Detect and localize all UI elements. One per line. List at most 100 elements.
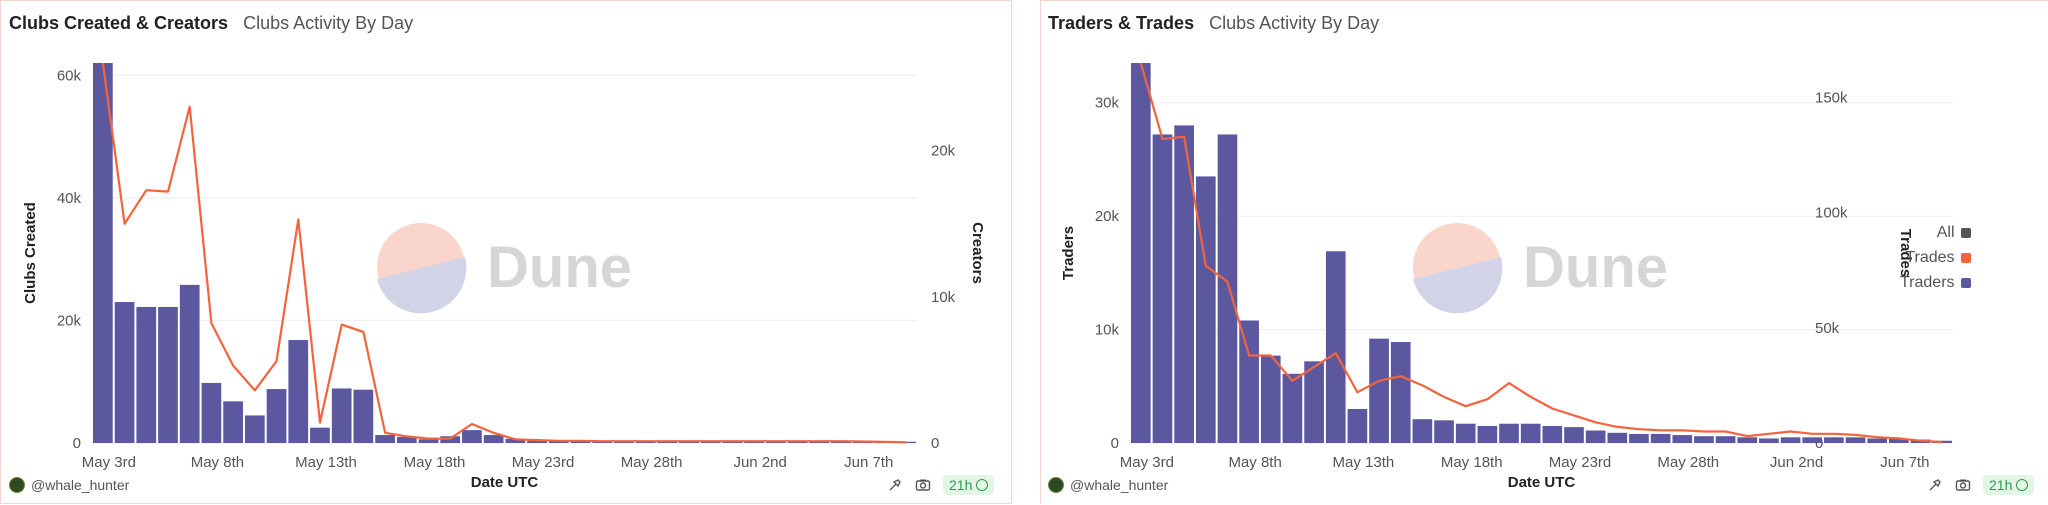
y2-axis-label: Creators — [969, 222, 986, 284]
y-tick-label: 10k — [1095, 322, 1120, 339]
bar — [158, 306, 178, 443]
panel-header: Traders & Trades Clubs Activity By Day — [1048, 13, 1379, 34]
bar — [396, 436, 417, 443]
y2-tick-label: 0 — [931, 435, 939, 452]
bar — [1174, 125, 1194, 443]
refresh-age: 21h — [949, 477, 973, 493]
x-tick-label: May 13th — [295, 454, 357, 471]
bar — [93, 63, 113, 443]
refresh-badge[interactable]: 21h — [943, 475, 995, 495]
watermark-logo-bottom — [1413, 257, 1503, 314]
bar — [1347, 408, 1368, 443]
check-icon — [976, 479, 989, 491]
y2-tick-label: 50k — [1815, 320, 1840, 337]
y-axis-label: Clubs Created — [22, 202, 39, 304]
refresh-age: 21h — [1989, 477, 2013, 493]
x-tick-label: May 3rd — [82, 454, 136, 471]
check-icon — [2016, 479, 2029, 491]
x-tick-label: Jun 7th — [844, 454, 893, 471]
bar — [1715, 436, 1736, 443]
bar — [1759, 438, 1779, 443]
dune-watermark: Dune — [1413, 223, 1668, 314]
x-tick-label: May 23rd — [512, 454, 575, 471]
embed-icon[interactable] — [1927, 477, 1943, 493]
bar — [1542, 425, 1563, 443]
author-link[interactable]: @whale_hunter — [1048, 473, 1168, 497]
x-tick-label: Jun 2nd — [733, 454, 786, 471]
avatar — [9, 477, 25, 493]
bar — [1260, 355, 1281, 443]
chart-panel-clubs-created: Clubs Created & Creators Clubs Activity … — [0, 0, 1012, 504]
bar — [179, 284, 200, 443]
panel-tools: 21h — [887, 473, 995, 497]
chart-title: Traders & Trades — [1048, 13, 1195, 33]
embed-icon[interactable] — [887, 477, 903, 493]
bar — [1650, 433, 1671, 443]
legend-swatch — [1960, 227, 1971, 238]
bar — [1369, 338, 1389, 443]
bar — [1629, 433, 1649, 443]
x-tick-label: Jun 7th — [1880, 454, 1929, 471]
legend-swatch — [1960, 252, 1971, 263]
chart-title: Clubs Created & Creators — [9, 13, 229, 33]
bar — [288, 340, 309, 443]
camera-icon[interactable] — [1955, 477, 1971, 493]
legend-label: Trades — [1905, 248, 1955, 266]
watermark-text: Dune — [1523, 235, 1668, 300]
legend-item-trades[interactable]: Trades — [1900, 245, 1971, 270]
panel-header: Clubs Created & Creators Clubs Activity … — [9, 13, 413, 34]
bar — [1477, 425, 1498, 443]
bar — [310, 427, 330, 443]
x-tick-label: May 23rd — [1549, 454, 1612, 471]
bar — [114, 302, 135, 443]
watermark-logo-bottom — [377, 257, 467, 314]
bar — [462, 430, 482, 443]
legend-item-traders[interactable]: Traders — [1900, 270, 1971, 295]
legend-item-all[interactable]: All — [1900, 220, 1971, 245]
y-tick-label: 0 — [73, 435, 81, 452]
bar — [1824, 437, 1844, 443]
bar — [1889, 438, 1909, 443]
bar — [1195, 176, 1216, 443]
series-line — [1139, 62, 1943, 444]
legend-label: Traders — [1900, 273, 1955, 291]
bar — [201, 382, 222, 443]
bar — [1499, 423, 1519, 443]
bar — [1455, 423, 1476, 443]
author-name: @whale_hunter — [1070, 477, 1169, 493]
x-tick-label: May 18th — [404, 454, 466, 471]
legend-label: All — [1936, 223, 1955, 241]
bar — [1802, 437, 1823, 443]
chart-clubs-created: 0 20k 40k 60k 0 10k 20k Dune May 3rd May 8th May 1… — [22, 62, 986, 491]
bar — [266, 389, 287, 443]
bar — [1325, 251, 1346, 443]
y-tick-label: 30k — [1095, 95, 1120, 112]
chart-subtitle: Clubs Activity By Day — [1209, 13, 1380, 33]
bar — [1694, 436, 1714, 443]
bar — [1282, 373, 1303, 443]
bar — [483, 435, 504, 443]
chart-legend: All Trades Traders — [1900, 220, 1971, 295]
bar — [418, 439, 439, 443]
x-tick-label: May 18th — [1441, 454, 1503, 471]
camera-icon[interactable] — [915, 477, 931, 493]
y2-tick-label: 10k — [931, 289, 956, 306]
x-tick-label: May 8th — [191, 454, 244, 471]
bar — [136, 306, 157, 443]
x-tick-label: May 8th — [1228, 454, 1281, 471]
bar — [1564, 427, 1584, 443]
bar — [505, 438, 526, 443]
bar — [1780, 437, 1801, 443]
bar — [1607, 432, 1628, 443]
bar — [223, 401, 243, 443]
bar — [1152, 134, 1173, 443]
bar — [1520, 423, 1541, 443]
author-link[interactable]: @whale_hunter — [9, 473, 129, 497]
refresh-badge[interactable]: 21h — [1983, 475, 2035, 495]
bar — [1304, 361, 1324, 443]
y-tick-label: 60k — [57, 67, 82, 84]
y2-tick-label: 20k — [931, 143, 956, 160]
y2-tick-label: 150k — [1815, 90, 1848, 107]
bar — [353, 389, 374, 443]
chart-traders-trades: 0 10k 20k 30k 0 50k 100k 150k Dune May 3rd May 8th… — [1060, 62, 1953, 491]
